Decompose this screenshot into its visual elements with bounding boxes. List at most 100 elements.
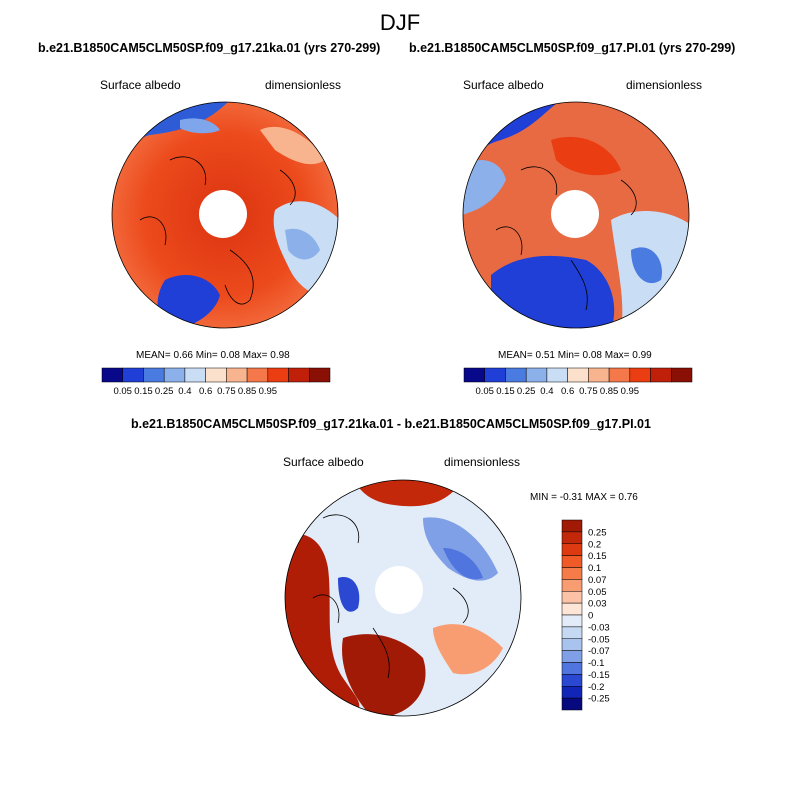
colorbar3-swatch — [561, 638, 583, 651]
colorbar3-tick-label: 0.25 — [588, 527, 607, 538]
figure-title: DJF — [379, 10, 421, 35]
colorbar-panel1: 0.05 0.15 0.25 0.4 0.6 0.75 0.85 0.95 — [101, 367, 331, 397]
colorbar3-swatch — [561, 697, 583, 711]
colorbar3-swatch — [561, 591, 583, 604]
colorbar2-swatch — [629, 367, 651, 383]
map3-coastlines — [312, 514, 469, 679]
colorbar2-swatch — [463, 367, 485, 383]
colorbar3-swatch — [561, 650, 583, 663]
colorbar2-tick-label: 0.25 — [517, 386, 536, 397]
colorbar3-tick-label: 0.07 — [588, 575, 607, 586]
map3-top-increase — [353, 480, 463, 507]
colorbar1-swatch — [143, 367, 165, 383]
map2-seaice-west — [463, 160, 506, 215]
map2-coastlines — [495, 166, 637, 311]
map1-open-water — [285, 228, 320, 260]
colorbar3-tick-label: -0.2 — [588, 682, 604, 693]
panel3-max-label: MAX = — [585, 492, 616, 503]
colorbar2-tick-label: 0.05 — [475, 386, 494, 397]
panel3-units: dimensionless — [444, 455, 521, 469]
panel3-stats: MIN = -0.31 MAX = 0.76 — [530, 492, 638, 503]
panel3-variable: Surface albedo — [283, 455, 364, 469]
colorbar3-swatch — [561, 519, 583, 533]
colorbar3-tick-label: 0.1 — [588, 563, 601, 574]
colorbar1-tick-label: 0.05 — [113, 386, 131, 397]
colorbar3-swatch — [561, 555, 583, 568]
map1-shelf — [180, 118, 220, 134]
colorbar1-tick-label: 0.95 — [259, 386, 278, 397]
colorbar1-tick-label: 0.15 — [134, 386, 153, 397]
colorbar1-swatch — [288, 367, 310, 383]
colorbar3-swatch — [561, 674, 583, 687]
map2-snow-high — [551, 136, 621, 176]
panel1-units: dimensionless — [265, 78, 342, 92]
colorbar-panel2: 0.05 0.15 0.25 0.4 0.6 0.75 0.85 0.95 — [463, 367, 693, 397]
panel1-mean-label: MEAN= — [136, 350, 171, 361]
panel2-min-label: Min= — [557, 350, 580, 361]
colorbar1-tick-label: 0.4 — [178, 386, 191, 397]
panel1-min-label: Min= — [195, 350, 218, 361]
map3-border — [284, 479, 522, 717]
colorbar3-tick-label: -0.05 — [588, 634, 610, 645]
colorbar3-tick-label: -0.07 — [588, 646, 610, 657]
map2-open-water — [631, 247, 662, 284]
colorbar3-swatch — [561, 602, 583, 616]
panel1-mean: 0.66 — [173, 350, 193, 361]
panel2-mean-label: MEAN= — [498, 350, 533, 361]
colorbar2-swatch — [546, 367, 568, 383]
colorbar2-swatch — [650, 367, 672, 383]
colorbar1-tick-label: 0.6 — [199, 386, 212, 397]
panel2-variable: Surface albedo — [463, 78, 544, 92]
colorbar2-tick-label: 0.4 — [540, 386, 553, 397]
colorbar3-tick-label: 0 — [588, 611, 593, 622]
map3-europe-increase — [342, 634, 426, 716]
colorbar3-tick-label: -0.25 — [588, 694, 610, 705]
colorbar1-swatch — [226, 367, 248, 383]
panel3-case-title: b.e21.B1850CAM5CLM50SP.f09_g17.21ka.01 -… — [131, 417, 651, 431]
colorbar2-swatch — [608, 367, 631, 383]
colorbar3-swatch — [561, 543, 583, 556]
colorbar3-swatch — [561, 662, 583, 675]
colorbar3-tick-label: -0.03 — [588, 622, 610, 633]
colorbar3-tick-label: 0.2 — [588, 539, 601, 550]
colorbar1-swatch — [184, 367, 206, 383]
colorbar3-tick-label: 0.15 — [588, 551, 607, 562]
panel3-min-label: MIN = — [530, 492, 557, 503]
colorbar3-swatch — [561, 579, 583, 592]
colorbar3-tick-label: 0.05 — [588, 587, 607, 598]
colorbar3-swatch — [561, 686, 583, 699]
map3-decrease-core — [443, 548, 483, 580]
colorbar3-tick-label: 0.03 — [588, 599, 607, 610]
map2-border — [462, 101, 690, 329]
panel2-min: 0.08 — [582, 350, 602, 361]
colorbar2-tick-label: 0.15 — [496, 386, 515, 397]
colorbar2-tick-label: 0.6 — [561, 386, 574, 397]
colorbar2-swatch — [671, 367, 693, 383]
panel1-max: 0.98 — [270, 350, 290, 361]
colorbar1-swatch — [309, 367, 331, 383]
colorbar2-swatch — [484, 367, 506, 383]
panel2-mean: 0.51 — [535, 350, 555, 361]
colorbar1-swatch — [246, 367, 269, 383]
map1-transition — [260, 126, 325, 165]
panel1-stats: MEAN= 0.66 Min= 0.08 Max= 0.98 — [136, 350, 290, 361]
panel1-variable: Surface albedo — [100, 78, 181, 92]
map3-archipelago-decrease — [338, 577, 360, 612]
colorbar3-swatch — [561, 567, 583, 580]
colorbar-panel3: 0.250.20.150.10.070.050.030-0.03-0.05-0.… — [561, 519, 610, 711]
panel2-case-title: b.e21.B1850CAM5CLM50SP.f09_g17.PI.01 (yr… — [409, 41, 736, 55]
colorbar2-tick-label: 0.75 — [579, 386, 598, 397]
colorbar2-swatch — [588, 367, 610, 383]
map3-pacific-increase — [433, 624, 503, 675]
colorbar1-tick-label: 0.85 — [238, 386, 257, 397]
colorbar1-swatch — [205, 367, 227, 383]
map-panel3 — [284, 479, 522, 717]
panel2-units: dimensionless — [626, 78, 703, 92]
colorbar1-tick-label: 0.75 — [217, 386, 236, 397]
panel1-min: 0.08 — [220, 350, 240, 361]
map3-siberia-decrease — [423, 517, 498, 581]
colorbar1-tick-label: 0.25 — [155, 386, 174, 397]
map1-border — [111, 101, 339, 329]
map1-coastlines — [139, 156, 296, 305]
panel2-max: 0.99 — [632, 350, 652, 361]
